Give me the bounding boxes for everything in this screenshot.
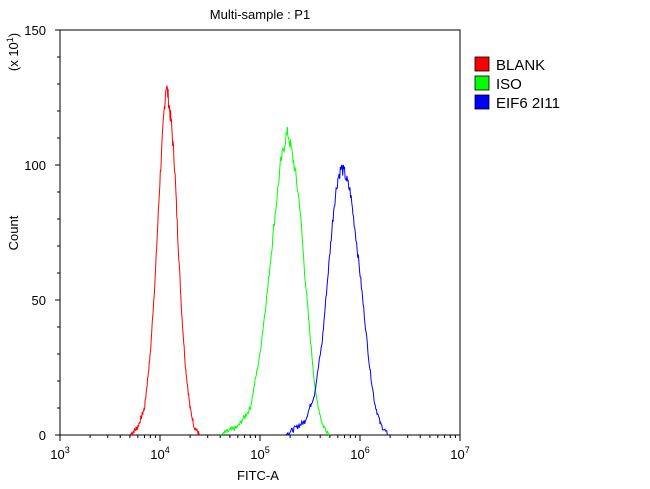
axis-layer: 0 50 100 150 103 104 105 106 107 bbox=[24, 23, 469, 462]
legend-swatch-eif6-2i11 bbox=[474, 94, 490, 110]
y-tick-label: 150 bbox=[24, 23, 46, 38]
series-line-eif6-2i11 bbox=[285, 164, 389, 436]
x-tick-label: 104 bbox=[150, 445, 169, 462]
series-line-iso bbox=[219, 126, 331, 437]
y-axis-multiplier: (x 101) bbox=[5, 33, 21, 71]
y-multiplier-close: ) bbox=[6, 33, 21, 37]
x-tick-label: 105 bbox=[250, 445, 269, 462]
y-axis-title: Count bbox=[6, 215, 21, 250]
chart-title: Multi-sample : P1 bbox=[210, 7, 310, 22]
x-tick-label: 106 bbox=[350, 445, 369, 462]
legend-swatch-blank bbox=[474, 56, 490, 72]
series-layer bbox=[129, 85, 389, 437]
y-tick-label: 100 bbox=[24, 158, 46, 173]
series-line-blank bbox=[129, 85, 201, 437]
y-tick-label: 50 bbox=[32, 293, 46, 308]
x-tick-label: 103 bbox=[50, 445, 69, 462]
y-tick-label: 0 bbox=[39, 428, 46, 443]
legend-swatch-iso bbox=[474, 75, 490, 91]
y-multiplier-exponent: 1 bbox=[5, 37, 15, 42]
plot-frame bbox=[59, 29, 461, 436]
y-multiplier-prefix: (x 10 bbox=[6, 42, 21, 71]
x-axis-title: FITC-A bbox=[237, 468, 279, 483]
x-tick-label: 107 bbox=[450, 445, 469, 462]
legend-label-eif6-2i11: EIF6 2I11 bbox=[496, 95, 560, 112]
legend: BLANK ISO EIF6 2I11 bbox=[474, 56, 560, 112]
legend-label-blank: BLANK bbox=[496, 57, 545, 74]
legend-label-iso: ISO bbox=[496, 76, 522, 93]
